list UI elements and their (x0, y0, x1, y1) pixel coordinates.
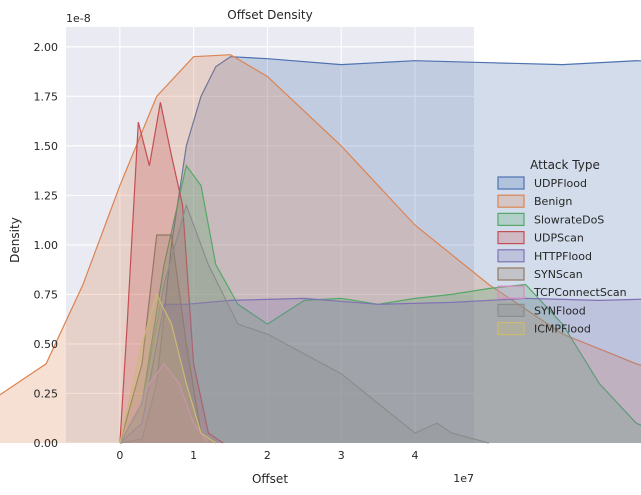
x-scale-label: 1e7 (453, 472, 474, 485)
legend-label: UDPScan (534, 232, 584, 245)
legend-label: SYNFlood (534, 304, 586, 317)
chart-title: Offset Density (227, 8, 313, 22)
x-tick-label: 2 (264, 449, 271, 462)
legend-item-httpflood: HTTPFlood (497, 249, 592, 263)
y-tick-label: 0.50 (34, 338, 59, 351)
grid-lines (66, 27, 474, 444)
area-icmpflood (119, 294, 216, 443)
legend-swatch (497, 176, 525, 190)
legend-item-udpflood: UDPFlood (497, 176, 587, 190)
legend-label: Benign (534, 195, 572, 208)
line-httpflood (119, 297, 641, 444)
line-benign (0, 54, 641, 396)
density-areas (0, 54, 641, 444)
y-tick-labels: 0.00 0.25 0.50 0.75 1.00 1.25 1.50 1.75 2.00 (34, 41, 59, 450)
legend-label: SYNScan (534, 268, 583, 281)
y-tick-label: 0.75 (34, 288, 59, 301)
legend-swatch (497, 322, 525, 336)
area-tcpconnectscan (119, 363, 209, 443)
x-tick-labels: 0 1 2 3 4 (116, 449, 418, 462)
y-tick-label: 1.50 (34, 140, 59, 153)
legend-label: UDPFlood (534, 177, 587, 190)
y-tick-label: 1.75 (34, 90, 59, 103)
line-synflood (119, 203, 489, 444)
legend-swatch (497, 231, 525, 245)
legend-item-udpscan: UDPScan (497, 231, 584, 245)
y-tick-label: 0.25 (34, 387, 59, 400)
legend-label: SlowrateDoS (534, 213, 604, 226)
area-udpflood (119, 56, 641, 443)
legend-swatch (497, 285, 525, 299)
legend-item-synscan: SYNScan (497, 267, 583, 281)
y-tick-label: 0.00 (34, 437, 59, 450)
legend-item-synflood: SYNFlood (497, 303, 586, 317)
line-icmpflood (119, 292, 217, 444)
legend-swatch (497, 194, 525, 208)
x-tick-label: 3 (338, 449, 345, 462)
y-tick-label: 1.00 (34, 239, 59, 252)
y-tick-label: 1.25 (34, 189, 59, 202)
y-scale-label: 1e-8 (66, 12, 91, 25)
legend: Attack Type UDPFlood Benign SlowrateDoS UDP… (497, 158, 627, 336)
line-tcpconnectscan (119, 362, 209, 444)
legend-item-slowratedos: SlowrateDoS (497, 212, 604, 226)
legend-label: ICMPFlood (534, 323, 591, 336)
legend-item-benign: Benign (497, 194, 572, 208)
legend-item-tcpconnectscan: TCPConnectScan (497, 285, 627, 299)
x-tick-label: 1 (190, 449, 197, 462)
area-benign (0, 54, 641, 443)
legend-item-icmpflood: ICMPFlood (497, 322, 591, 336)
y-tick-label: 2.00 (34, 41, 59, 54)
area-synflood (119, 205, 489, 443)
area-udpscan (119, 102, 224, 444)
x-axis-label: Offset (252, 472, 288, 486)
line-udpflood (119, 56, 641, 444)
legend-swatch (497, 267, 525, 281)
line-udpscan (119, 102, 224, 444)
legend-label: HTTPFlood (534, 250, 592, 263)
legend-swatch (497, 249, 525, 263)
legend-swatch (497, 212, 525, 226)
legend-label: TCPConnectScan (533, 286, 627, 299)
legend-swatch (497, 303, 525, 317)
x-tick-label: 4 (411, 449, 418, 462)
legend-title: Attack Type (530, 158, 600, 172)
x-tick-label: 0 (116, 449, 123, 462)
y-axis-label: Density (8, 217, 22, 263)
line-slowratedos (119, 164, 641, 444)
